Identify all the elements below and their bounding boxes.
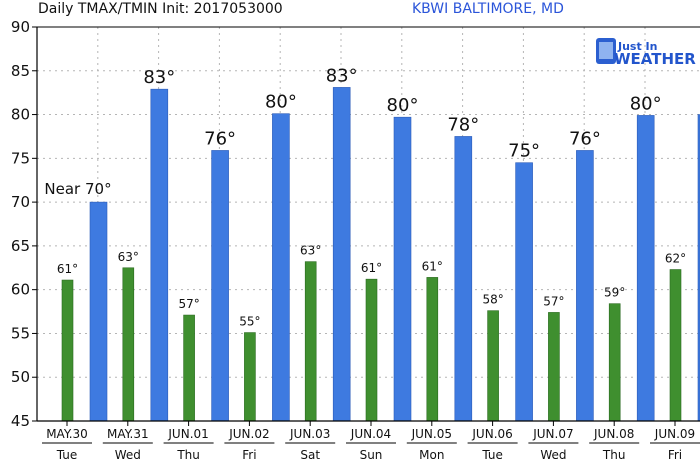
logo-line1: Just In (617, 40, 657, 53)
tmax-label: 76° (569, 128, 601, 149)
y-tick-label: 85 (11, 62, 30, 80)
phone-screen-icon (599, 42, 613, 59)
tmin-bar (426, 277, 439, 422)
tmax-label: 80° (630, 93, 662, 114)
tmin-label: 55° (239, 315, 260, 329)
x-tick-day: Tue (56, 448, 78, 462)
tmax-label: 80° (387, 95, 419, 116)
tmin-bar (487, 310, 499, 422)
x-tick-day: Fri (668, 448, 682, 462)
x-tick-day: Thu (602, 448, 626, 462)
x-tick-day: Sun (360, 448, 383, 462)
tmax-bar (89, 201, 108, 422)
tmax-label: 76° (204, 128, 236, 149)
tmax-label: 83° (143, 67, 175, 88)
tmax-bar (150, 88, 169, 422)
y-tick-label: 70 (11, 193, 30, 211)
tmin-bar (669, 269, 682, 422)
y-tick-label: 55 (11, 324, 30, 342)
tmin-label: 57° (543, 294, 564, 308)
x-axis: MAY.30 Tue MAY.31 Wed JUN.01 Thu JUN.02 Fri JUN.… (36, 26, 700, 462)
x-tick-day: Thu (176, 448, 200, 462)
y-tick-label: 65 (11, 237, 30, 255)
x-tick-day: Wed (540, 448, 566, 462)
tmin-label: 61° (422, 259, 443, 273)
tmax-bar (332, 87, 351, 422)
x-tick-date: JUN.07 (532, 427, 573, 441)
tmax-bar (393, 116, 412, 422)
y-tick-label: 80 (11, 106, 30, 124)
bars (61, 87, 700, 422)
x-tick-day: Fri (242, 448, 256, 462)
y-tick-label: 45 (11, 412, 30, 430)
tmin-bar (304, 261, 317, 422)
tmax-label: 83° (326, 65, 358, 86)
chart-title: Daily TMAX/TMIN Init: 2017053000 (38, 1, 283, 17)
tmin-label: 58° (482, 293, 503, 307)
tmax-label: 75° (508, 141, 540, 162)
tmin-bar (122, 267, 135, 422)
x-tick-day: Wed (115, 448, 141, 462)
tmin-bar (244, 332, 256, 422)
tmax-bar (515, 162, 533, 422)
tmin-label: 59° (604, 286, 625, 300)
y-tick-label: 60 (11, 281, 30, 299)
x-tick-date: JUN.06 (471, 427, 512, 441)
tmin-label: 62° (665, 252, 686, 266)
x-tick-date: JUN.09 (654, 427, 695, 441)
x-tick-date: JUN.02 (228, 427, 269, 441)
x-tick-date: JUN.08 (593, 427, 634, 441)
tmin-bar (365, 278, 378, 422)
x-tick-date: JUN.01 (167, 427, 208, 441)
logo-line2: WEATHER (614, 50, 696, 68)
tmax-bar (272, 113, 290, 422)
tmin-label: 63° (300, 244, 321, 258)
tmax-label: 80° (265, 92, 297, 113)
tmin-label: 57° (178, 297, 199, 311)
data-labels: 61° Near 70° 63° 83° 57° 76° 55° 80° 63° 83° 61° 80… (44, 65, 686, 329)
tmin-label: 63° (118, 250, 139, 264)
tmin-bar (548, 312, 560, 422)
tmax-bar (211, 150, 229, 422)
y-tick-label: 50 (11, 368, 30, 386)
x-tick-date: JUN.03 (289, 427, 330, 441)
tmax-bar (636, 115, 655, 422)
station-name: KBWI BALTIMORE, MD (412, 1, 564, 17)
y-tick-label: 90 (11, 18, 30, 36)
tmax-label: 78° (447, 114, 479, 135)
tmin-bar (183, 314, 195, 422)
y-axis-ticks: 45 50 55 60 65 70 75 80 85 90 (11, 18, 37, 430)
x-tick-day: Mon (419, 448, 444, 462)
x-tick-date: MAY.31 (107, 427, 149, 441)
tmax-label: Near 70° (44, 180, 111, 198)
tmin-label: 61° (361, 261, 382, 275)
tmin-bar (608, 303, 621, 422)
x-tick-day: Sat (300, 448, 320, 462)
tmax-bar (576, 150, 594, 422)
tmin-bar (61, 279, 74, 422)
logo: Just In WEATHER (596, 38, 696, 68)
tmin-label: 61° (57, 262, 78, 276)
x-tick-date: JUN.05 (411, 427, 452, 441)
x-tick-date: MAY.30 (46, 427, 88, 441)
x-tick-date: JUN.04 (350, 427, 391, 441)
tmax-bar (454, 136, 473, 422)
y-tick-label: 75 (11, 149, 30, 167)
x-tick-day: Tue (481, 448, 503, 462)
